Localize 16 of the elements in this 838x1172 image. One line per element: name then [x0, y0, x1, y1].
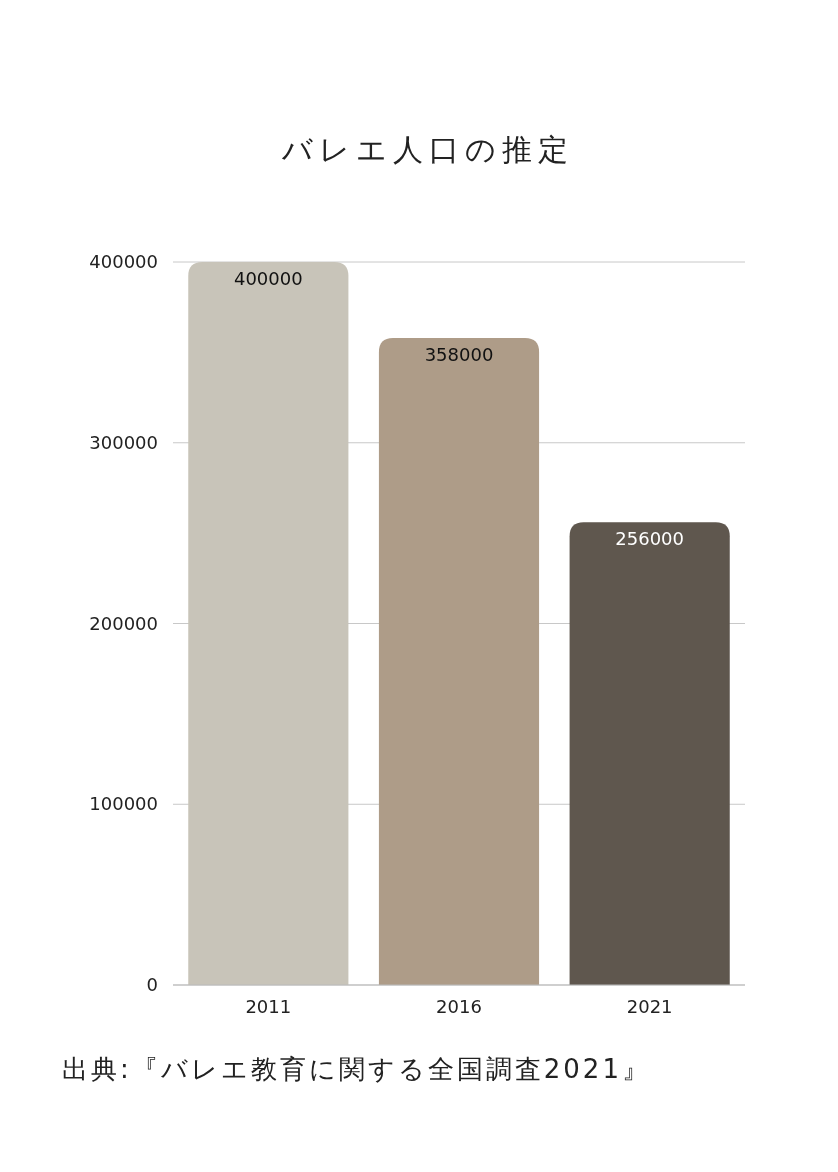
x-tick-label: 2016: [436, 996, 482, 1017]
bar: [188, 262, 349, 985]
data-label: 256000: [615, 528, 685, 550]
bar: [569, 522, 730, 985]
y-tick-label: 100000: [89, 793, 158, 815]
y-tick-label: 300000: [89, 431, 158, 453]
y-tick-label: 0: [146, 974, 158, 995]
data-label: 400000: [233, 268, 303, 289]
data-label: 358000: [424, 343, 494, 365]
source-note: 出典:『バレエ教育に関する全国調査2021』: [62, 1054, 651, 1084]
bar: [378, 337, 540, 985]
y-tick-label: 200000: [89, 612, 158, 634]
x-tick-label: 2011: [245, 996, 292, 1017]
chart-title: バレエ人口の推定: [281, 132, 574, 167]
y-tick-label: 400000: [89, 251, 158, 272]
x-tick-label: 2021: [626, 996, 673, 1017]
